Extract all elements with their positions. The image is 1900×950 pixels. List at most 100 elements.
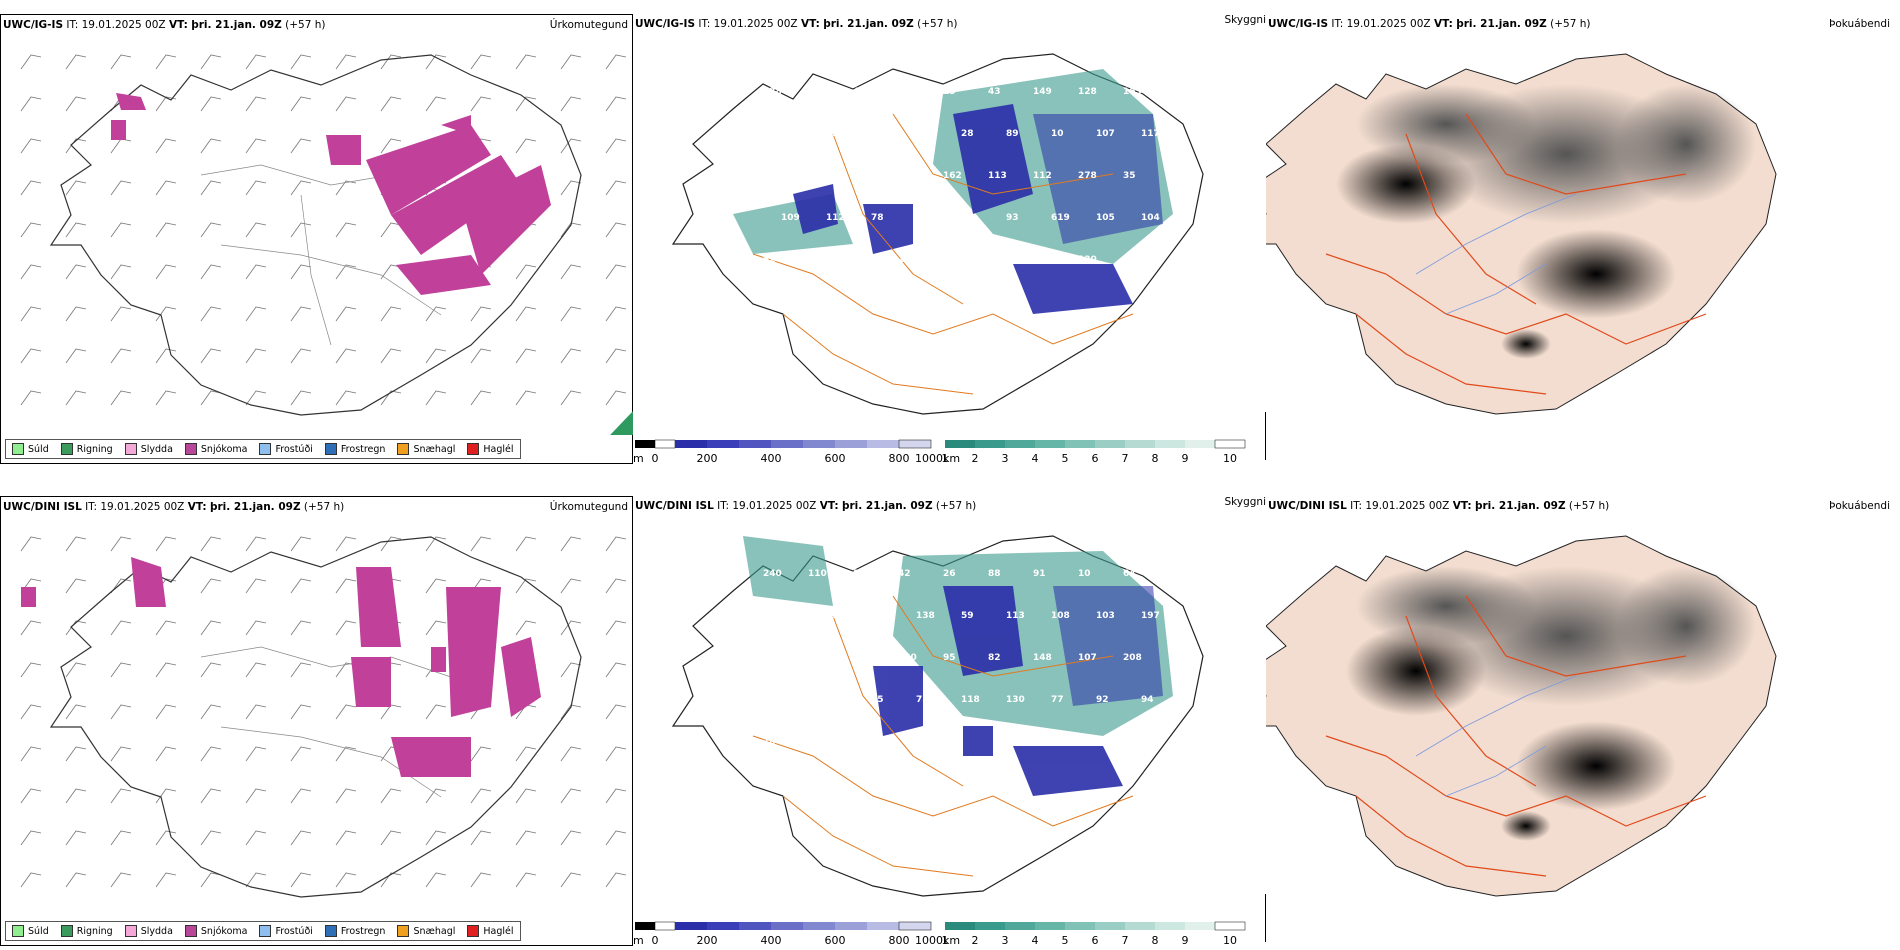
visibility-colorbar: km 1 2 3 4 5 6 7 8 9 10 <box>941 920 1253 950</box>
wind-barb <box>245 830 267 846</box>
wind-barb <box>560 96 582 112</box>
wind-barb <box>380 96 402 112</box>
legend-item: Frostúði <box>253 440 318 458</box>
wind-barb <box>290 180 312 196</box>
wind-barb <box>605 620 627 636</box>
wind-barb <box>155 54 177 70</box>
colorbar-tick-label: 1 <box>941 934 949 947</box>
wind-barb <box>605 264 627 280</box>
cloud-ceiling-label: 103 <box>1096 611 1115 621</box>
cloud-ceiling-label: 88 <box>988 569 1001 579</box>
legend-swatch <box>60 925 73 937</box>
wind-barb <box>65 662 87 678</box>
wind-barb <box>515 536 537 552</box>
cloud-ceiling-label: 78 <box>871 213 884 223</box>
wind-barb <box>65 704 87 720</box>
cloud-ceiling-label: 113 <box>1006 611 1025 621</box>
legend-item: Frostregn <box>319 440 392 458</box>
colorbar-tick-label: 5 <box>1061 934 1069 947</box>
legend-label: Snæhagl <box>413 925 456 937</box>
wind-barb <box>245 180 267 196</box>
legend-label: Haglél <box>483 925 514 937</box>
cloud-ceiling-label: 92 <box>1096 695 1109 705</box>
wind-barb <box>200 222 222 238</box>
wind-barb <box>245 264 267 280</box>
cloud-ceiling-label: 208 <box>1123 653 1142 663</box>
legend-item: Snæhagl <box>391 440 461 458</box>
wind-barb <box>380 138 402 154</box>
legend-swatch <box>397 443 410 455</box>
legend-label: Frostúði <box>275 925 313 937</box>
wind-barb <box>605 662 627 678</box>
wind-barb <box>335 222 357 238</box>
wind-barb <box>200 138 222 154</box>
cloud-ceiling-label: 144 <box>916 213 935 223</box>
wind-barb <box>245 578 267 594</box>
fog-map <box>1266 53 1777 415</box>
wind-barb <box>200 390 222 406</box>
cloud-ceiling-label: 375 <box>808 653 827 663</box>
colorbar-tick-label: 5 <box>1061 452 1069 465</box>
wind-barb <box>110 138 132 154</box>
colorbar-tick-label: 3 <box>1001 934 1009 947</box>
precip-panel-row1: UWC/IG-IS IT: 19.01.2025 00Z VT: þri. 21… <box>0 14 634 464</box>
colorbar-tick-label: 7 <box>1121 934 1129 947</box>
cloud-ceiling-label: 95 <box>826 129 839 139</box>
cloud-ceiling-label: 97 <box>898 171 911 181</box>
fog-map <box>1266 535 1777 897</box>
cloud-ceiling-label: 619 <box>1051 213 1070 223</box>
cloud-ceiling-label: 117 <box>1141 129 1160 139</box>
wind-barb <box>110 662 132 678</box>
wind-barb <box>65 306 87 322</box>
cloud-ceiling-label: 93 <box>763 653 776 663</box>
legend-label: Haglél <box>483 443 514 455</box>
ceiling-map: 240 110 316 42 26 88 91 10 64 129 150 123 138 59 113 10… <box>671 535 1204 897</box>
cloud-ceiling-label: 122 <box>808 171 827 181</box>
wind-barb <box>245 620 267 636</box>
wind-barb <box>290 390 312 406</box>
ceiling-colorbar: m 0 200 400 600 800 1000 <box>633 438 943 468</box>
legend-swatch <box>12 925 24 937</box>
ceiling-colorbar-strip <box>635 921 932 931</box>
colorbar-tick-label: 4 <box>1031 452 1039 465</box>
legend-label: Rigning <box>76 443 113 455</box>
legend-swatch <box>259 443 272 455</box>
colorbar-tick-label: 7 <box>1121 452 1129 465</box>
colorbar-tick-label: 6 <box>1091 934 1099 947</box>
precip-type-legend: Súld Rigning Slydda Snjókoma Frostúði Frostre… <box>5 439 521 459</box>
wind-barb <box>290 872 312 888</box>
wind-barb <box>380 788 402 804</box>
colorbar-tick-label: 10 <box>1223 934 1237 947</box>
wind-barb <box>65 138 87 154</box>
wind-barb <box>200 620 222 636</box>
colorbar-tick-label: 8 <box>1151 934 1159 947</box>
legend-swatch <box>324 925 337 937</box>
legend-item: Rigning <box>55 922 119 940</box>
panel-title: Þokuábendi <box>1829 500 1890 512</box>
wind-barb <box>110 180 132 196</box>
precip-panel-row2: UWC/DINI ISL IT: 19.01.2025 00Z VT: þri.… <box>0 496 633 946</box>
cloud-ceiling-label: 128 <box>1078 87 1097 97</box>
colorbar-tick-label: 200 <box>696 934 718 947</box>
cloud-ceiling-label: 43 <box>988 87 1001 97</box>
wind-barb <box>470 306 492 322</box>
wind-barb <box>515 620 537 636</box>
wind-barb <box>20 390 42 406</box>
wind-barb <box>515 872 537 888</box>
cloud-ceiling-label: 89 <box>1006 129 1019 139</box>
wind-barb <box>110 54 132 70</box>
wind-barb <box>110 536 132 552</box>
wind-barb <box>20 180 42 196</box>
colorbar-unit: km <box>943 934 961 947</box>
visibility-colorbar: km 1 2 3 4 5 6 7 8 9 10 <box>942 438 1253 468</box>
wind-barb <box>245 54 267 70</box>
wind-barb <box>155 138 177 154</box>
wind-barb <box>290 54 312 70</box>
wind-barb <box>335 180 357 196</box>
wind-barb <box>470 872 492 888</box>
colorbar-tick-label: 4 <box>1031 934 1039 947</box>
wind-barb <box>605 138 627 154</box>
colorbar-tick-label: 1000 <box>915 452 943 465</box>
wind-barb <box>290 96 312 112</box>
wind-barb <box>65 620 87 636</box>
